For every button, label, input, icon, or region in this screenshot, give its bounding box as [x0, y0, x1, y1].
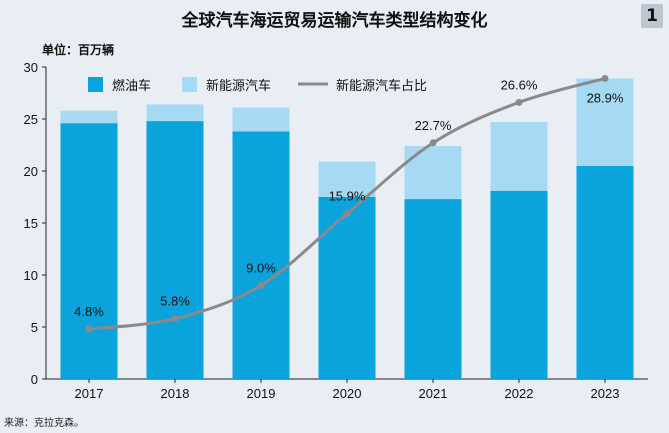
bar-nev-2017: [60, 110, 118, 124]
legend-label-nev: 新能源汽车: [206, 78, 271, 94]
y-tick-label: 30: [24, 60, 38, 75]
x-tick-label-2018: 2018: [161, 386, 190, 401]
share-label-2022: 26.6%: [501, 77, 538, 92]
y-tick-label: 0: [31, 372, 38, 387]
chart-title: 全球汽车海运贸易运输汽车类型结构变化: [181, 11, 488, 31]
share-point-2018: [171, 315, 179, 323]
x-tick-label-2023: 2023: [591, 386, 620, 401]
bar-nev-2018: [146, 104, 204, 122]
share-point-2021: [429, 139, 437, 147]
figure-number-badge: 1: [641, 4, 663, 28]
legend-swatch-nev: [182, 77, 197, 92]
x-tick-label-2019: 2019: [247, 386, 276, 401]
y-tick-label: 10: [24, 268, 38, 283]
legend-label-share: 新能源汽车占比: [336, 78, 427, 94]
y-tick-label: 25: [24, 112, 38, 127]
share-point-2023: [601, 74, 609, 82]
bar-fuel-2018: [146, 121, 204, 379]
bar-fuel-2020: [318, 197, 376, 379]
share-point-2020: [343, 210, 351, 218]
share-label-2023: 28.9%: [587, 90, 624, 105]
x-tick-label-2021: 2021: [419, 386, 448, 401]
legend-label-fuel: 燃油车: [112, 78, 151, 94]
share-label-2018: 5.8%: [160, 294, 190, 309]
y-tick-label: 5: [31, 320, 38, 335]
x-tick-label-2020: 2020: [333, 386, 362, 401]
bar-fuel-2019: [232, 131, 290, 379]
share-point-2019: [257, 281, 265, 289]
y-tick-label: 15: [24, 216, 38, 231]
share-point-2017: [85, 325, 93, 333]
share-label-2020: 15.9%: [329, 189, 366, 204]
bar-nev-2022: [490, 122, 548, 191]
bar-nev-2021: [404, 146, 462, 200]
unit-label: 单位：百万辆: [42, 43, 115, 57]
bar-nev-2020: [318, 161, 376, 197]
bar-fuel-2023: [576, 165, 634, 379]
share-label-2021: 22.7%: [415, 118, 452, 133]
legend-swatch-fuel: [88, 77, 103, 92]
share-label-2019: 9.0%: [246, 260, 276, 275]
bar-fuel-2022: [490, 190, 548, 379]
share-label-2017: 4.8%: [74, 304, 104, 319]
bar-nev-2019: [232, 107, 290, 132]
x-tick-label-2022: 2022: [505, 386, 534, 401]
share-point-2022: [515, 98, 523, 106]
bar-fuel-2021: [404, 199, 462, 379]
y-tick-label: 20: [24, 164, 38, 179]
x-tick-label-2017: 2017: [75, 386, 104, 401]
bar-nev-2023: [576, 78, 634, 166]
source-note: 来源：克拉克森。: [4, 418, 84, 429]
bar-fuel-2017: [60, 123, 118, 379]
